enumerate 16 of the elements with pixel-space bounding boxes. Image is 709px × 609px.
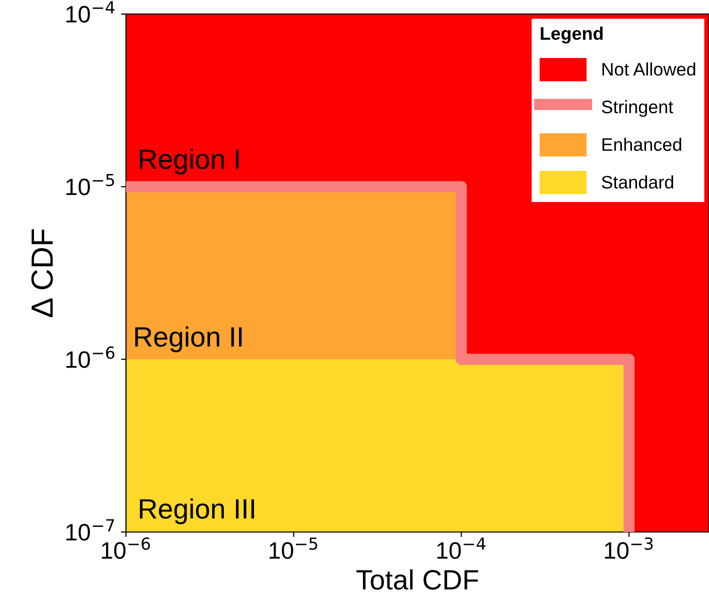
annotation: Region III [140, 498, 254, 524]
y-tick-label: 10$^{−5}$ [66, 174, 114, 196]
annotation: Region I [140, 148, 239, 175]
legend-label: Stringent [602, 100, 674, 117]
x-tick-label: 10$^{−5}$ [270, 538, 318, 559]
y-tick-label: 10$^{−6}$ [66, 346, 114, 368]
y-axis-title: Δ CDF [31, 229, 53, 318]
x-axis-title: Total CDF [356, 569, 478, 590]
legend-title: Legend [540, 26, 603, 44]
legend-label: Standard [602, 175, 674, 189]
annotation: Region II [135, 326, 242, 352]
y-tick-label: 10$^{−4}$ [66, 1, 114, 23]
x-tick-label: 10$^{−4}$ [437, 538, 486, 559]
legend-label: Not Allowed [602, 62, 696, 76]
legend-label: Enhanced [602, 138, 682, 151]
x-tick-label: 10$^{−3}$ [604, 537, 653, 559]
